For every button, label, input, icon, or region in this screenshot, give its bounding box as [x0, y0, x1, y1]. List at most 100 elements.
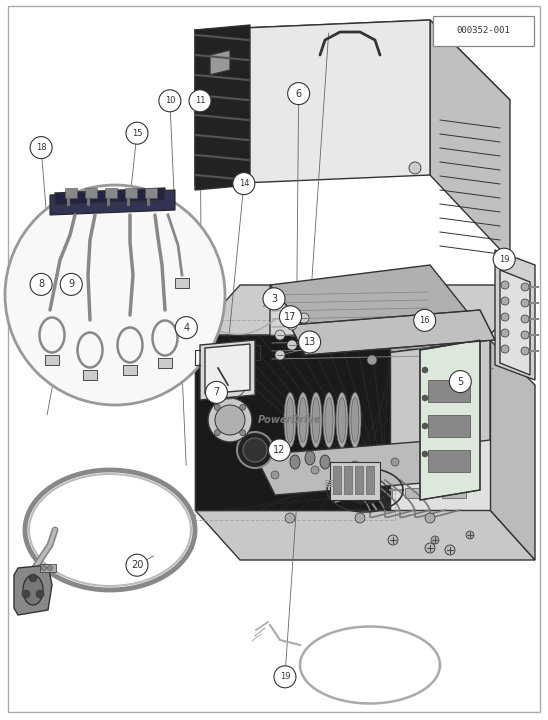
- Polygon shape: [195, 20, 510, 110]
- Circle shape: [521, 347, 529, 355]
- Bar: [85, 188, 97, 198]
- Circle shape: [214, 430, 220, 436]
- Ellipse shape: [284, 392, 296, 448]
- Ellipse shape: [299, 397, 307, 443]
- Bar: [147, 198, 150, 206]
- Circle shape: [275, 330, 285, 340]
- Text: 17: 17: [284, 312, 296, 322]
- Circle shape: [422, 451, 428, 457]
- Text: 13: 13: [304, 337, 316, 347]
- Ellipse shape: [349, 392, 361, 448]
- Text: 9: 9: [68, 279, 75, 289]
- Bar: [40, 564, 56, 572]
- Text: 19: 19: [499, 255, 510, 264]
- Bar: [331, 470, 355, 480]
- Circle shape: [126, 554, 148, 576]
- Ellipse shape: [336, 392, 348, 448]
- Circle shape: [422, 367, 428, 373]
- Circle shape: [285, 513, 295, 523]
- Circle shape: [501, 297, 509, 305]
- Text: 000352-001: 000352-001: [456, 27, 511, 35]
- Circle shape: [269, 439, 290, 461]
- Circle shape: [409, 162, 421, 174]
- Circle shape: [521, 283, 529, 291]
- Circle shape: [414, 310, 436, 331]
- Ellipse shape: [320, 455, 330, 469]
- Bar: [67, 198, 70, 206]
- Bar: [405, 470, 429, 480]
- Circle shape: [445, 545, 455, 555]
- Ellipse shape: [23, 575, 43, 605]
- Text: 11: 11: [195, 96, 206, 105]
- Circle shape: [239, 404, 246, 410]
- Circle shape: [29, 574, 37, 582]
- Bar: [442, 488, 466, 498]
- Ellipse shape: [310, 392, 322, 448]
- Circle shape: [271, 471, 279, 479]
- Text: 7: 7: [213, 387, 220, 397]
- Circle shape: [175, 317, 197, 338]
- Polygon shape: [50, 190, 175, 215]
- Circle shape: [311, 466, 319, 474]
- Bar: [83, 370, 97, 380]
- Circle shape: [287, 340, 297, 350]
- Circle shape: [48, 565, 53, 570]
- Circle shape: [30, 274, 52, 295]
- Bar: [257, 488, 281, 498]
- Bar: [333, 466, 341, 494]
- Bar: [158, 358, 172, 368]
- Polygon shape: [200, 340, 255, 400]
- Text: 4: 4: [183, 323, 190, 333]
- Circle shape: [208, 398, 252, 442]
- Bar: [125, 188, 137, 198]
- Polygon shape: [205, 344, 250, 394]
- Circle shape: [243, 438, 267, 462]
- Circle shape: [60, 274, 82, 295]
- Circle shape: [367, 355, 377, 365]
- Circle shape: [501, 281, 509, 289]
- Ellipse shape: [312, 397, 320, 443]
- Ellipse shape: [297, 392, 309, 448]
- Bar: [294, 488, 318, 498]
- Ellipse shape: [286, 397, 294, 443]
- Polygon shape: [490, 340, 535, 560]
- Ellipse shape: [351, 397, 359, 443]
- Text: 19: 19: [279, 672, 290, 681]
- Bar: [107, 198, 110, 206]
- Bar: [442, 470, 466, 480]
- Circle shape: [30, 137, 52, 158]
- Polygon shape: [430, 20, 510, 260]
- Polygon shape: [14, 565, 52, 615]
- Circle shape: [299, 313, 309, 323]
- Bar: [220, 470, 244, 480]
- Circle shape: [42, 565, 47, 570]
- Bar: [368, 488, 392, 498]
- Circle shape: [288, 83, 310, 104]
- Circle shape: [22, 590, 30, 598]
- Bar: [428, 380, 470, 402]
- Polygon shape: [195, 285, 535, 335]
- Text: 15: 15: [132, 129, 142, 138]
- Bar: [368, 470, 392, 480]
- Circle shape: [239, 430, 246, 436]
- Polygon shape: [195, 510, 535, 560]
- Bar: [330, 462, 380, 500]
- Circle shape: [425, 543, 435, 553]
- Circle shape: [501, 329, 509, 337]
- Bar: [366, 466, 374, 494]
- Circle shape: [263, 288, 285, 310]
- Bar: [65, 188, 77, 198]
- Circle shape: [299, 331, 321, 353]
- Text: 12: 12: [273, 445, 286, 455]
- Circle shape: [233, 173, 255, 194]
- Circle shape: [521, 315, 529, 323]
- Bar: [175, 278, 189, 288]
- Polygon shape: [195, 335, 390, 510]
- Ellipse shape: [323, 392, 335, 448]
- Circle shape: [521, 299, 529, 307]
- Polygon shape: [495, 250, 535, 380]
- Text: 10: 10: [164, 96, 175, 105]
- Circle shape: [5, 185, 225, 405]
- Bar: [355, 466, 363, 494]
- Circle shape: [189, 90, 211, 112]
